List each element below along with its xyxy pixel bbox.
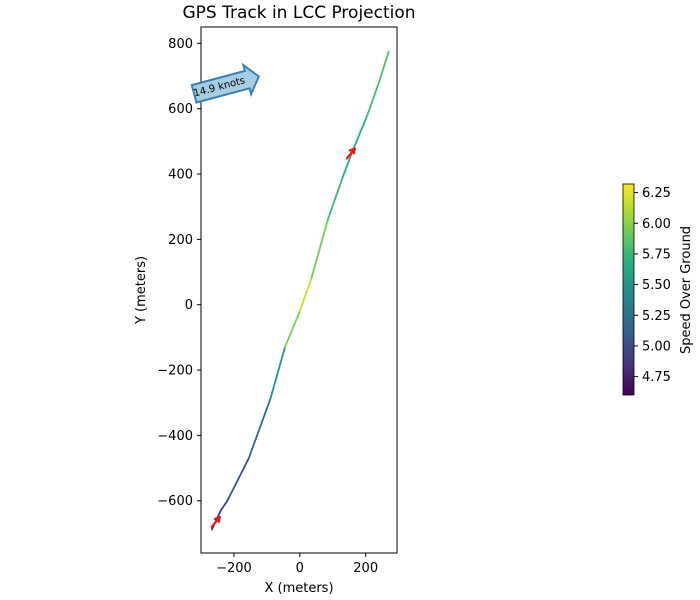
track-segment bbox=[341, 150, 354, 179]
colorbar-tick-label: 5.00 bbox=[642, 339, 671, 354]
y-axis-ticks: −600 −400 −200 0 200 400 600 800 bbox=[157, 37, 201, 509]
colorbar-tick-label: 5.75 bbox=[642, 247, 671, 262]
track-segment bbox=[269, 346, 286, 401]
y-axis-title: Y (meters) bbox=[134, 256, 149, 325]
y-tick-label: 800 bbox=[168, 37, 193, 52]
y-tick-label: −600 bbox=[157, 494, 193, 509]
direction-markers bbox=[210, 147, 356, 529]
track-segment bbox=[298, 277, 313, 313]
y-tick-label: 0 bbox=[185, 298, 193, 313]
x-tick-label: 0 bbox=[296, 561, 304, 576]
colorbar-tick-label: 5.25 bbox=[642, 309, 671, 324]
plot-frame bbox=[200, 26, 398, 554]
colorbar-tick-label: 6.00 bbox=[642, 217, 671, 232]
direction-marker bbox=[210, 515, 221, 529]
track-segment bbox=[247, 398, 272, 460]
track-segment bbox=[219, 499, 229, 512]
x-axis-title: X (meters) bbox=[264, 581, 333, 596]
colorbar-tick-label: 4.75 bbox=[642, 370, 671, 385]
y-tick-label: 200 bbox=[168, 233, 193, 248]
track-segment bbox=[377, 50, 390, 84]
track-segment bbox=[366, 81, 380, 117]
track-segment bbox=[284, 310, 301, 349]
x-axis-ticks: −200 0 200 bbox=[216, 553, 378, 576]
y-tick-label: −200 bbox=[157, 364, 193, 379]
colorbar-title: Speed Over Ground bbox=[679, 226, 694, 354]
x-tick-label: 200 bbox=[353, 561, 378, 576]
colorbar-tick-label: 6.25 bbox=[642, 186, 671, 201]
track-segment bbox=[226, 457, 250, 502]
track-segment bbox=[351, 114, 369, 153]
colorbar-tick-label: 5.50 bbox=[642, 278, 671, 293]
colorbar-ticks: 4.75 5.00 5.25 5.50 5.75 6.00 6.25 bbox=[634, 186, 671, 385]
track-segment bbox=[326, 176, 344, 221]
direction-marker bbox=[345, 147, 356, 160]
annotation-arrow-shape bbox=[190, 62, 261, 104]
track-segment bbox=[310, 218, 329, 280]
y-tick-label: 600 bbox=[168, 102, 193, 117]
track-line bbox=[210, 50, 390, 531]
x-tick-label: −200 bbox=[216, 561, 252, 576]
y-tick-label: 400 bbox=[168, 168, 193, 183]
y-tick-label: −400 bbox=[157, 429, 193, 444]
chart-title: GPS Track in LCC Projection bbox=[182, 3, 415, 23]
colorbar bbox=[622, 183, 635, 396]
